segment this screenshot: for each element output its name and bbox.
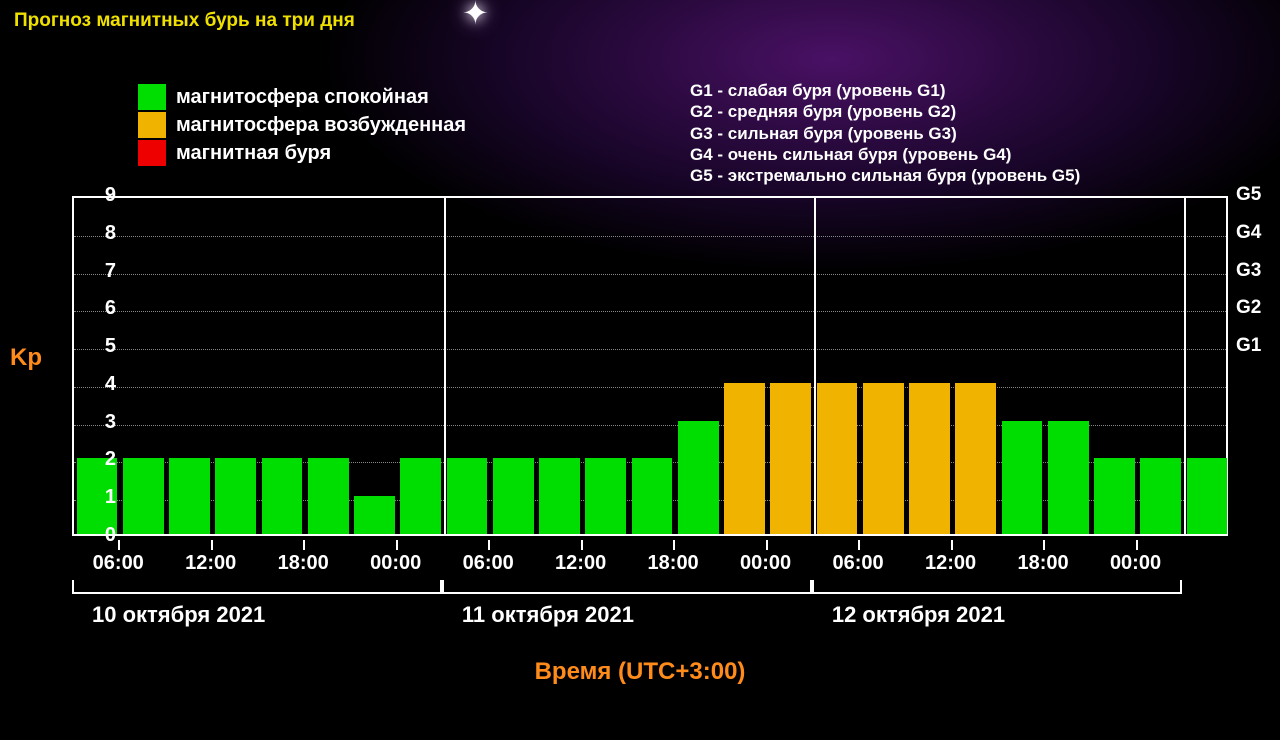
bar [1048, 421, 1089, 534]
legend-item: магнитосфера спокойная [138, 84, 466, 110]
bar [817, 383, 858, 534]
bar [123, 458, 164, 534]
bar [632, 458, 673, 534]
g-scale-item: G2 - средняя буря (уровень G2) [690, 101, 1080, 122]
y-tick: 5 [88, 335, 116, 358]
x-tick: 18:00 [1017, 552, 1068, 575]
bar [1094, 458, 1135, 534]
y-tick: 1 [88, 486, 116, 509]
y-tick: 4 [88, 373, 116, 396]
bar [308, 458, 349, 534]
x-axis-label: Время (UTC+3:00) [0, 658, 1280, 686]
bar [678, 421, 719, 534]
bar [1002, 421, 1043, 534]
y-axis-label: Kp [10, 344, 42, 372]
bar [909, 383, 950, 534]
bar [863, 383, 904, 534]
legend-label: магнитосфера спокойная [176, 86, 429, 109]
legend-item: магнитная буря [138, 140, 466, 166]
y-tick: 2 [88, 448, 116, 471]
bar [400, 458, 441, 534]
bar [493, 458, 534, 534]
y-tick: 8 [88, 222, 116, 245]
bar [169, 458, 210, 534]
legend-swatch [138, 112, 166, 138]
y-tick: 0 [88, 524, 116, 547]
bar [262, 458, 303, 534]
g-scale-item: G1 - слабая буря (уровень G1) [690, 80, 1080, 101]
plot-area [72, 196, 1228, 536]
bar [447, 458, 488, 534]
y-tick: 9 [88, 184, 116, 207]
legend-swatch [138, 84, 166, 110]
bar [539, 458, 580, 534]
right-tick: G4 [1236, 222, 1261, 244]
y-tick: 6 [88, 297, 116, 320]
date-label: 11 октября 2021 [462, 602, 634, 628]
bar [354, 496, 395, 534]
right-tick: G3 [1236, 260, 1261, 282]
right-tick: G5 [1236, 184, 1261, 206]
date-label: 12 октября 2021 [832, 602, 1005, 628]
x-tick: 18:00 [278, 552, 329, 575]
legend-item: магнитосфера возбужденная [138, 112, 466, 138]
legend-left: магнитосфера спокойная магнитосфера возбу… [138, 84, 466, 168]
bar [585, 458, 626, 534]
y-tick: 7 [88, 260, 116, 283]
legend-right: G1 - слабая буря (уровень G1)G2 - средня… [690, 80, 1080, 186]
x-tick: 06:00 [93, 552, 144, 575]
x-tick: 12:00 [925, 552, 976, 575]
bar [955, 383, 996, 534]
x-tick: 06:00 [833, 552, 884, 575]
star-decoration: ✦ [462, 0, 489, 32]
x-tick: 00:00 [740, 552, 791, 575]
bar [215, 458, 256, 534]
legend-label: магнитосфера возбужденная [176, 114, 466, 137]
x-tick: 00:00 [1110, 552, 1161, 575]
x-tick: 06:00 [463, 552, 514, 575]
right-tick: G2 [1236, 297, 1261, 319]
bar [1187, 458, 1228, 534]
x-tick: 12:00 [185, 552, 236, 575]
bar [770, 383, 811, 534]
g-scale-item: G5 - экстремально сильная буря (уровень … [690, 165, 1080, 186]
legend-label: магнитная буря [176, 142, 331, 165]
right-tick: G1 [1236, 335, 1261, 357]
bar [1140, 458, 1181, 534]
x-tick: 18:00 [648, 552, 699, 575]
x-tick: 12:00 [555, 552, 606, 575]
g-scale-item: G4 - очень сильная буря (уровень G4) [690, 144, 1080, 165]
date-label: 10 октября 2021 [92, 602, 265, 628]
x-tick: 00:00 [370, 552, 421, 575]
legend-swatch [138, 140, 166, 166]
page-title: Прогноз магнитных бурь на три дня [14, 10, 355, 32]
y-tick: 3 [88, 411, 116, 434]
g-scale-item: G3 - сильная буря (уровень G3) [690, 123, 1080, 144]
bar [724, 383, 765, 534]
